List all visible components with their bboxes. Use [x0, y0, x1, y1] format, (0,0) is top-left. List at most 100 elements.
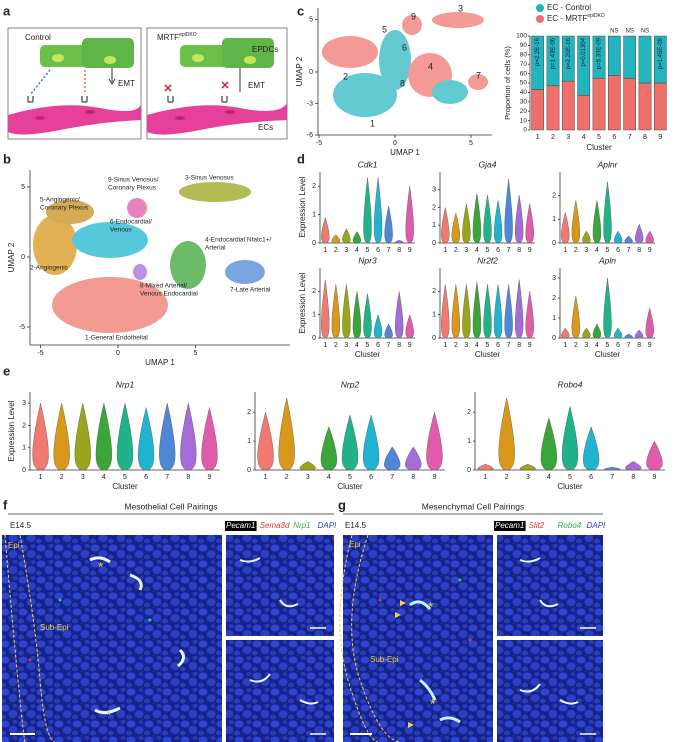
cluster-label: Coronary Plexus [40, 205, 89, 212]
x-tick-label: 2 [551, 134, 555, 141]
violin [320, 426, 338, 471]
cluster-label: 7-Late Arterial [230, 287, 271, 294]
cluster-label: 4-Endocardial Nfatc1+/ [205, 237, 271, 244]
y-tick-label: 2 [312, 288, 316, 295]
label: ECs [258, 123, 273, 132]
violin [571, 295, 580, 339]
violin [159, 403, 176, 471]
label: EPDCs [252, 45, 278, 54]
x-tick-label: 6 [376, 247, 380, 254]
x-tick-label: 1 [536, 134, 540, 141]
x-tick-label: 7 [627, 342, 631, 349]
gene-name: Cdk1 [358, 159, 378, 169]
x-tick-label: 8 [397, 342, 401, 349]
y-tick-label: 0 [312, 240, 316, 247]
asterisk: * [428, 599, 434, 615]
gene-name: Npr3 [358, 255, 377, 265]
bar-segment [608, 35, 621, 76]
y-tick-label: 2 [552, 193, 556, 200]
stain-label: Robo4 [558, 521, 582, 530]
x-tick-label: 4 [355, 247, 359, 254]
y-axis-label: Expression Level [7, 400, 16, 461]
violin [384, 446, 401, 471]
x-axis-label: Cluster [586, 143, 612, 152]
x-tick-label: 6 [496, 247, 500, 254]
x-tick-label: 0 [116, 350, 120, 357]
cluster-number: 5 [382, 24, 387, 34]
panel-label: a [3, 3, 11, 18]
violin [180, 403, 197, 471]
x-tick-label: 8 [186, 474, 190, 481]
y-tick-label: 2 [22, 422, 26, 429]
x-tick-label: 4 [327, 474, 331, 481]
y-tick-label: -5 [19, 324, 25, 331]
violin [592, 323, 602, 339]
label: Control [25, 33, 51, 42]
x-tick-label: 3 [464, 247, 468, 254]
x-tick-label: 2 [285, 474, 289, 481]
x-tick-label: 8 [411, 474, 415, 481]
x-tick-label: 7 [390, 474, 394, 481]
x-tick-label: 3 [306, 474, 310, 481]
y-tick-label: 0 [22, 467, 26, 474]
bar-segment [546, 85, 560, 131]
cluster-number: 3 [458, 3, 463, 13]
violin [352, 231, 362, 244]
legend-label: EC - MRTFepiDKO [547, 13, 605, 23]
cluster-label: Arterial [205, 245, 226, 252]
bar-segment [623, 78, 636, 131]
violin [321, 216, 330, 244]
violin [582, 230, 591, 244]
y-tick-label: 80 [520, 52, 528, 59]
violin [472, 281, 482, 339]
violin [441, 284, 450, 339]
x-tick-label: 6 [616, 342, 620, 349]
x-tick-label: 3 [584, 247, 588, 254]
bar-segment [592, 78, 606, 131]
y-tick-label: 2 [552, 295, 556, 302]
cluster-label: 9-Sinus Venosus/ [108, 177, 159, 184]
x-tick-label: 5 [366, 247, 370, 254]
x-tick-label: 2 [60, 474, 64, 481]
bar-segment [531, 35, 544, 90]
violin [582, 426, 600, 471]
violin [561, 212, 570, 244]
x-axis-label: Cluster [475, 350, 501, 359]
x-tick-label: 3 [344, 342, 348, 349]
violin [352, 291, 362, 339]
violin [384, 206, 393, 244]
label: MRTFepiDKO [157, 32, 197, 42]
violin [635, 329, 644, 339]
cluster-number: 4 [428, 61, 433, 71]
bar-segment [654, 82, 667, 131]
violin [592, 200, 602, 244]
x-tick-label: 4 [582, 134, 586, 141]
label: EMT [118, 79, 135, 88]
violin [32, 403, 49, 471]
violin [571, 200, 580, 244]
x-tick-label: 6 [496, 342, 500, 349]
y-tick-label: 5 [309, 16, 313, 23]
x-tick-label: 7 [627, 247, 631, 254]
p-value: p=2.20E-16 [566, 37, 572, 69]
x-tick-label: 3 [464, 342, 468, 349]
legend-text: EC - Control [547, 3, 591, 12]
violin [483, 284, 492, 339]
y-tick-label: 2 [247, 409, 251, 416]
cluster-label: 8-Mixed Arterial/ [140, 283, 187, 290]
x-tick-label: 1 [323, 342, 327, 349]
y-tick-label: 3 [22, 400, 26, 407]
stage-label: E14.5 [345, 521, 366, 530]
x-tick-label: 1 [443, 247, 447, 254]
violin [624, 235, 633, 244]
violin [53, 403, 70, 471]
x-tick-label: 8 [637, 342, 641, 349]
y-tick-label: 1 [552, 315, 556, 322]
x-tick-label: 2 [574, 247, 578, 254]
violin [116, 403, 134, 471]
y-tick-label: 1 [247, 438, 251, 445]
x-tick-label: 6 [369, 474, 373, 481]
y-tick-label: 0 [523, 127, 527, 134]
y-tick-label: 3 [552, 275, 556, 282]
umap-conditions [322, 12, 488, 117]
